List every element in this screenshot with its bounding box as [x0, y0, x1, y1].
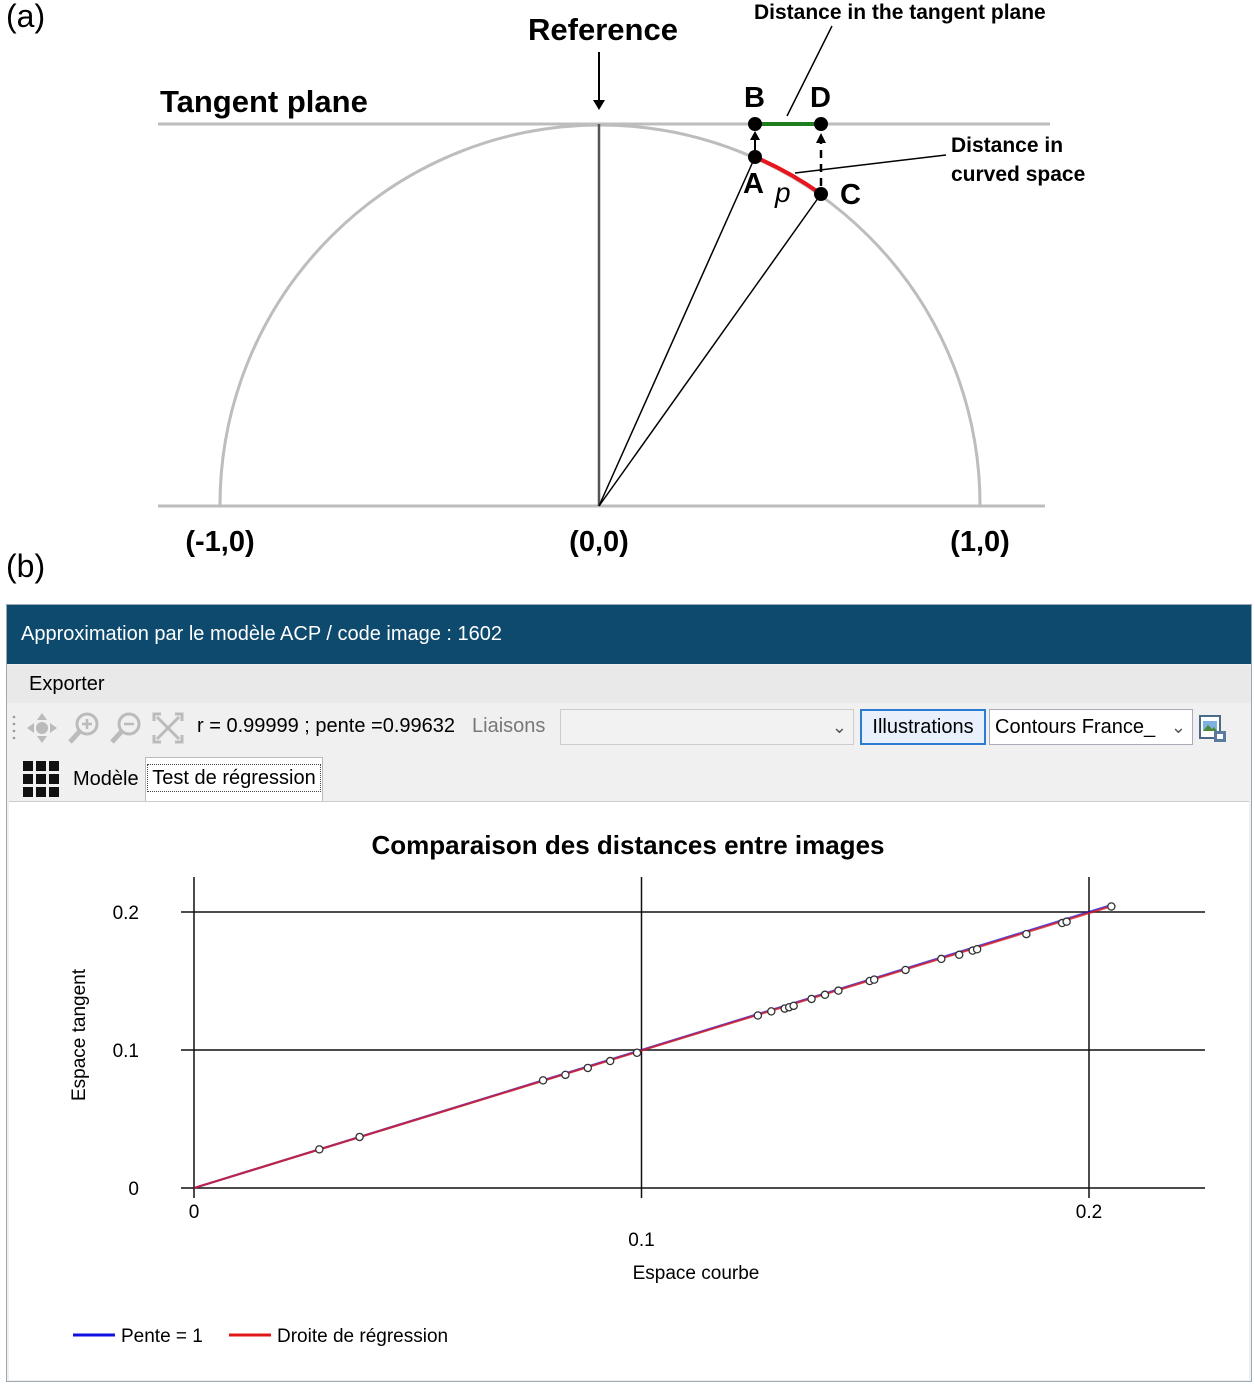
- data-point: [561, 1070, 570, 1080]
- liaisons-select[interactable]: ⌄: [560, 709, 854, 745]
- data-point: [1022, 929, 1031, 939]
- point-d-label: D: [810, 82, 831, 114]
- tangent-distance-label: Distance in the tangent plane: [754, 1, 1046, 24]
- data-point: [869, 975, 879, 984]
- zoom-out-icon[interactable]: [109, 711, 143, 745]
- regression-chart: Comparaison des distances entre images 0…: [69, 830, 1205, 1347]
- y-tick-label: 0.2: [113, 903, 139, 924]
- reference-label: Reference: [528, 12, 678, 47]
- curved-distance-label-2: curved space: [951, 163, 1085, 186]
- regression-stats: r = 0.99999 ; pente =0.99632: [197, 715, 455, 737]
- curved-distance-arc: [754, 155, 823, 196]
- zoom-in-icon[interactable]: [67, 711, 101, 745]
- data-point: [767, 1007, 776, 1016]
- data-point: [901, 965, 910, 975]
- data-point: [1062, 917, 1071, 926]
- coord-left-label: (-1,0): [185, 526, 254, 558]
- chevron-down-icon: ⌄: [831, 717, 847, 737]
- menu-export[interactable]: Exporter: [29, 673, 105, 695]
- tab-test-label: Test de régression: [147, 764, 321, 792]
- radius-to-a: [598, 156, 756, 507]
- data-point: [954, 950, 964, 960]
- data-point: [820, 990, 830, 1000]
- tab-modele-label: Modèle: [73, 768, 139, 790]
- data-point: [807, 994, 816, 1004]
- curved-distance-label-1: Distance in: [951, 134, 1063, 157]
- data-point: [632, 1048, 642, 1058]
- point-a-label: A: [743, 168, 764, 200]
- y-tick-label: 0.1: [113, 1041, 139, 1062]
- y-tick-label: 0: [128, 1179, 139, 1200]
- y-axis-label: Espace tangent: [69, 968, 90, 1101]
- legend-label-regression: Droite de régression: [277, 1326, 448, 1347]
- chart-title: Comparaison des distances entre images: [372, 830, 885, 860]
- tab-test-regression[interactable]: Test de régression: [145, 757, 323, 802]
- reference-arrowhead: [593, 100, 605, 110]
- contours-select[interactable]: Contours France_ ⌄: [989, 709, 1193, 745]
- tangent-plane-label: Tangent plane: [160, 84, 368, 119]
- chevron-down-icon: ⌄: [1170, 717, 1186, 737]
- data-point: [972, 945, 982, 954]
- export-image-icon[interactable]: [1197, 713, 1229, 745]
- point-b-label: B: [744, 82, 765, 114]
- coord-right-label: (1,0): [950, 526, 1010, 558]
- coord-center-label: (0,0): [569, 526, 629, 558]
- data-point: [538, 1076, 548, 1085]
- data-point: [315, 1145, 324, 1154]
- move-icon[interactable]: [25, 711, 59, 745]
- data-point: [753, 1011, 763, 1020]
- arrowhead-c-d: [816, 133, 826, 143]
- data-point: [834, 986, 843, 995]
- point-b: [748, 117, 762, 131]
- data-point: [605, 1056, 615, 1066]
- tick-labels: 0 0 0.1 0.1 0.2 0.2: [113, 903, 1103, 1251]
- window-title: Approximation par le modèle ACP / code i…: [7, 605, 1251, 664]
- x-tick-label: 0.2: [1076, 1202, 1102, 1223]
- grid-lines: [181, 877, 1205, 1198]
- data-point: [789, 1001, 798, 1011]
- tangent-plane-diagram: Reference Tangent plane Distance in the …: [158, 1, 1085, 558]
- point-d: [814, 117, 828, 131]
- data-point: [1107, 902, 1116, 911]
- app-window: Approximation par le modèle ACP / code i…: [6, 604, 1252, 1382]
- grid-icon: [23, 761, 59, 797]
- menu-bar: Exporter: [7, 665, 1251, 703]
- panel-b-label: (b): [6, 548, 46, 584]
- legend: Pente = 1 Droite de régression: [73, 1326, 448, 1347]
- arrowhead-a-b: [750, 131, 760, 140]
- tab-bar: Modèle Test de régression: [7, 755, 1251, 803]
- liaisons-label: Liaisons: [472, 715, 546, 737]
- plot-area: Comparaison des distances entre images 0…: [9, 801, 1249, 1380]
- axes: [181, 877, 1205, 1198]
- data-point: [583, 1063, 593, 1073]
- toolbar: r = 0.99999 ; pente =0.99632 Liaisons ⌄ …: [7, 705, 1251, 751]
- point-c: [814, 187, 828, 201]
- data-points: [315, 902, 1116, 1154]
- data-point: [355, 1132, 364, 1142]
- x-axis-label: Espace courbe: [633, 1263, 760, 1284]
- illustrations-button[interactable]: Illustrations: [860, 709, 986, 745]
- x-tick-label: 0.1: [628, 1230, 654, 1251]
- panel-a-label: (a): [6, 0, 46, 34]
- point-a: [748, 150, 762, 164]
- leader-curved-distance: [794, 154, 947, 174]
- x-tick-label: 0: [189, 1202, 200, 1223]
- data-point: [937, 954, 946, 964]
- toolbar-grip: [12, 715, 16, 740]
- radius-to-c: [598, 193, 822, 507]
- point-c-label: C: [840, 179, 861, 211]
- fit-icon[interactable]: [151, 711, 185, 745]
- legend-label-pente: Pente = 1: [121, 1326, 203, 1347]
- tab-modele[interactable]: Modèle: [13, 757, 141, 801]
- leader-tangent-distance: [786, 25, 833, 117]
- p-label: p: [774, 177, 791, 208]
- contours-select-value: Contours France_: [995, 716, 1156, 738]
